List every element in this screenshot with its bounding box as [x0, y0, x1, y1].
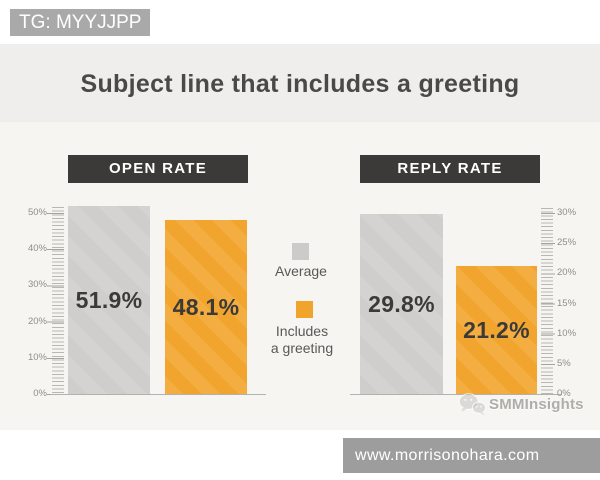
reply-rate-ytick: 15% — [557, 298, 577, 309]
open-rate-ytick: 40% — [27, 243, 47, 254]
reply-rate-axis-major-ticks — [541, 213, 555, 395]
open-rate-axis-major-ticks — [47, 213, 64, 395]
open-rate-ytick: 20% — [27, 316, 47, 327]
legend-greeting-swatch — [296, 301, 313, 318]
open-rate-header: OPEN RATE — [68, 155, 248, 183]
open-rate-ytick: 0% — [33, 388, 47, 399]
open-rate-average-value: 51.9% — [75, 286, 143, 313]
tag-badge: TG: MYYJJPP — [10, 9, 150, 36]
reply-rate-greeting-bar: 21.2% — [456, 266, 537, 394]
open-rate-greeting-bar: 48.1% — [165, 220, 247, 394]
footer-url-bar: www.morrisonohara.com — [343, 438, 600, 473]
reply-rate-baseline — [350, 394, 562, 395]
reply-rate-average-bar: 29.8% — [360, 214, 443, 394]
reply-rate-average-value: 29.8% — [368, 290, 435, 317]
reply-rate-ytick: 0% — [557, 388, 571, 399]
legend-greeting-label-line2: a greeting — [270, 340, 334, 356]
reply-rate-header: REPLY RATE — [360, 155, 540, 183]
legend-average-label: Average — [275, 263, 327, 279]
open-rate-ytick: 10% — [27, 352, 47, 363]
legend-greeting-label-line1: Includes — [275, 323, 329, 339]
chat-bubbles-icon — [458, 392, 487, 416]
watermark: SMMInsights — [458, 392, 584, 416]
watermark-brand: SMMInsights — [489, 395, 584, 413]
reply-rate-ytick: 30% — [557, 207, 577, 218]
open-rate-average-bar: 51.9% — [68, 206, 150, 394]
reply-rate-ytick: 10% — [557, 328, 577, 339]
reply-rate-ytick: 20% — [557, 267, 577, 278]
title-band — [0, 44, 600, 122]
reply-rate-greeting-value: 21.2% — [463, 316, 530, 343]
page-title: Subject line that includes a greeting — [80, 70, 520, 98]
legend-average-swatch — [292, 243, 309, 260]
open-rate-ytick: 50% — [27, 207, 47, 218]
reply-rate-ytick: 25% — [557, 237, 577, 248]
open-rate-ytick: 30% — [27, 279, 47, 290]
reply-rate-ytick: 5% — [557, 358, 571, 369]
open-rate-baseline — [50, 394, 266, 395]
open-rate-greeting-value: 48.1% — [172, 293, 240, 320]
